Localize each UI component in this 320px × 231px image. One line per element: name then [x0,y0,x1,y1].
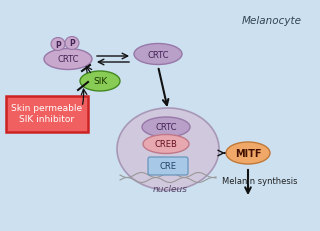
Ellipse shape [80,72,120,92]
Text: Melanocyte: Melanocyte [242,16,302,26]
Text: CRTC: CRTC [155,123,177,132]
Ellipse shape [51,38,65,51]
Ellipse shape [44,49,92,70]
Text: Melanin synthesis: Melanin synthesis [222,177,298,186]
Ellipse shape [65,37,79,50]
Ellipse shape [143,135,189,154]
Text: nucleus: nucleus [153,184,188,193]
Text: MITF: MITF [235,148,261,158]
Text: Skin permeable
SIK inhibitor: Skin permeable SIK inhibitor [12,103,83,124]
Text: CREB: CREB [155,140,177,149]
Ellipse shape [134,44,182,65]
Text: SIK: SIK [93,77,107,86]
Ellipse shape [142,118,190,137]
Ellipse shape [117,109,219,190]
Text: P: P [55,40,61,49]
Ellipse shape [226,142,270,164]
Text: CRTC: CRTC [57,55,79,64]
FancyBboxPatch shape [6,97,88,132]
Text: CRTC: CRTC [147,50,169,59]
Text: P: P [69,39,75,48]
FancyBboxPatch shape [148,157,188,175]
Text: CRE: CRE [159,162,177,171]
